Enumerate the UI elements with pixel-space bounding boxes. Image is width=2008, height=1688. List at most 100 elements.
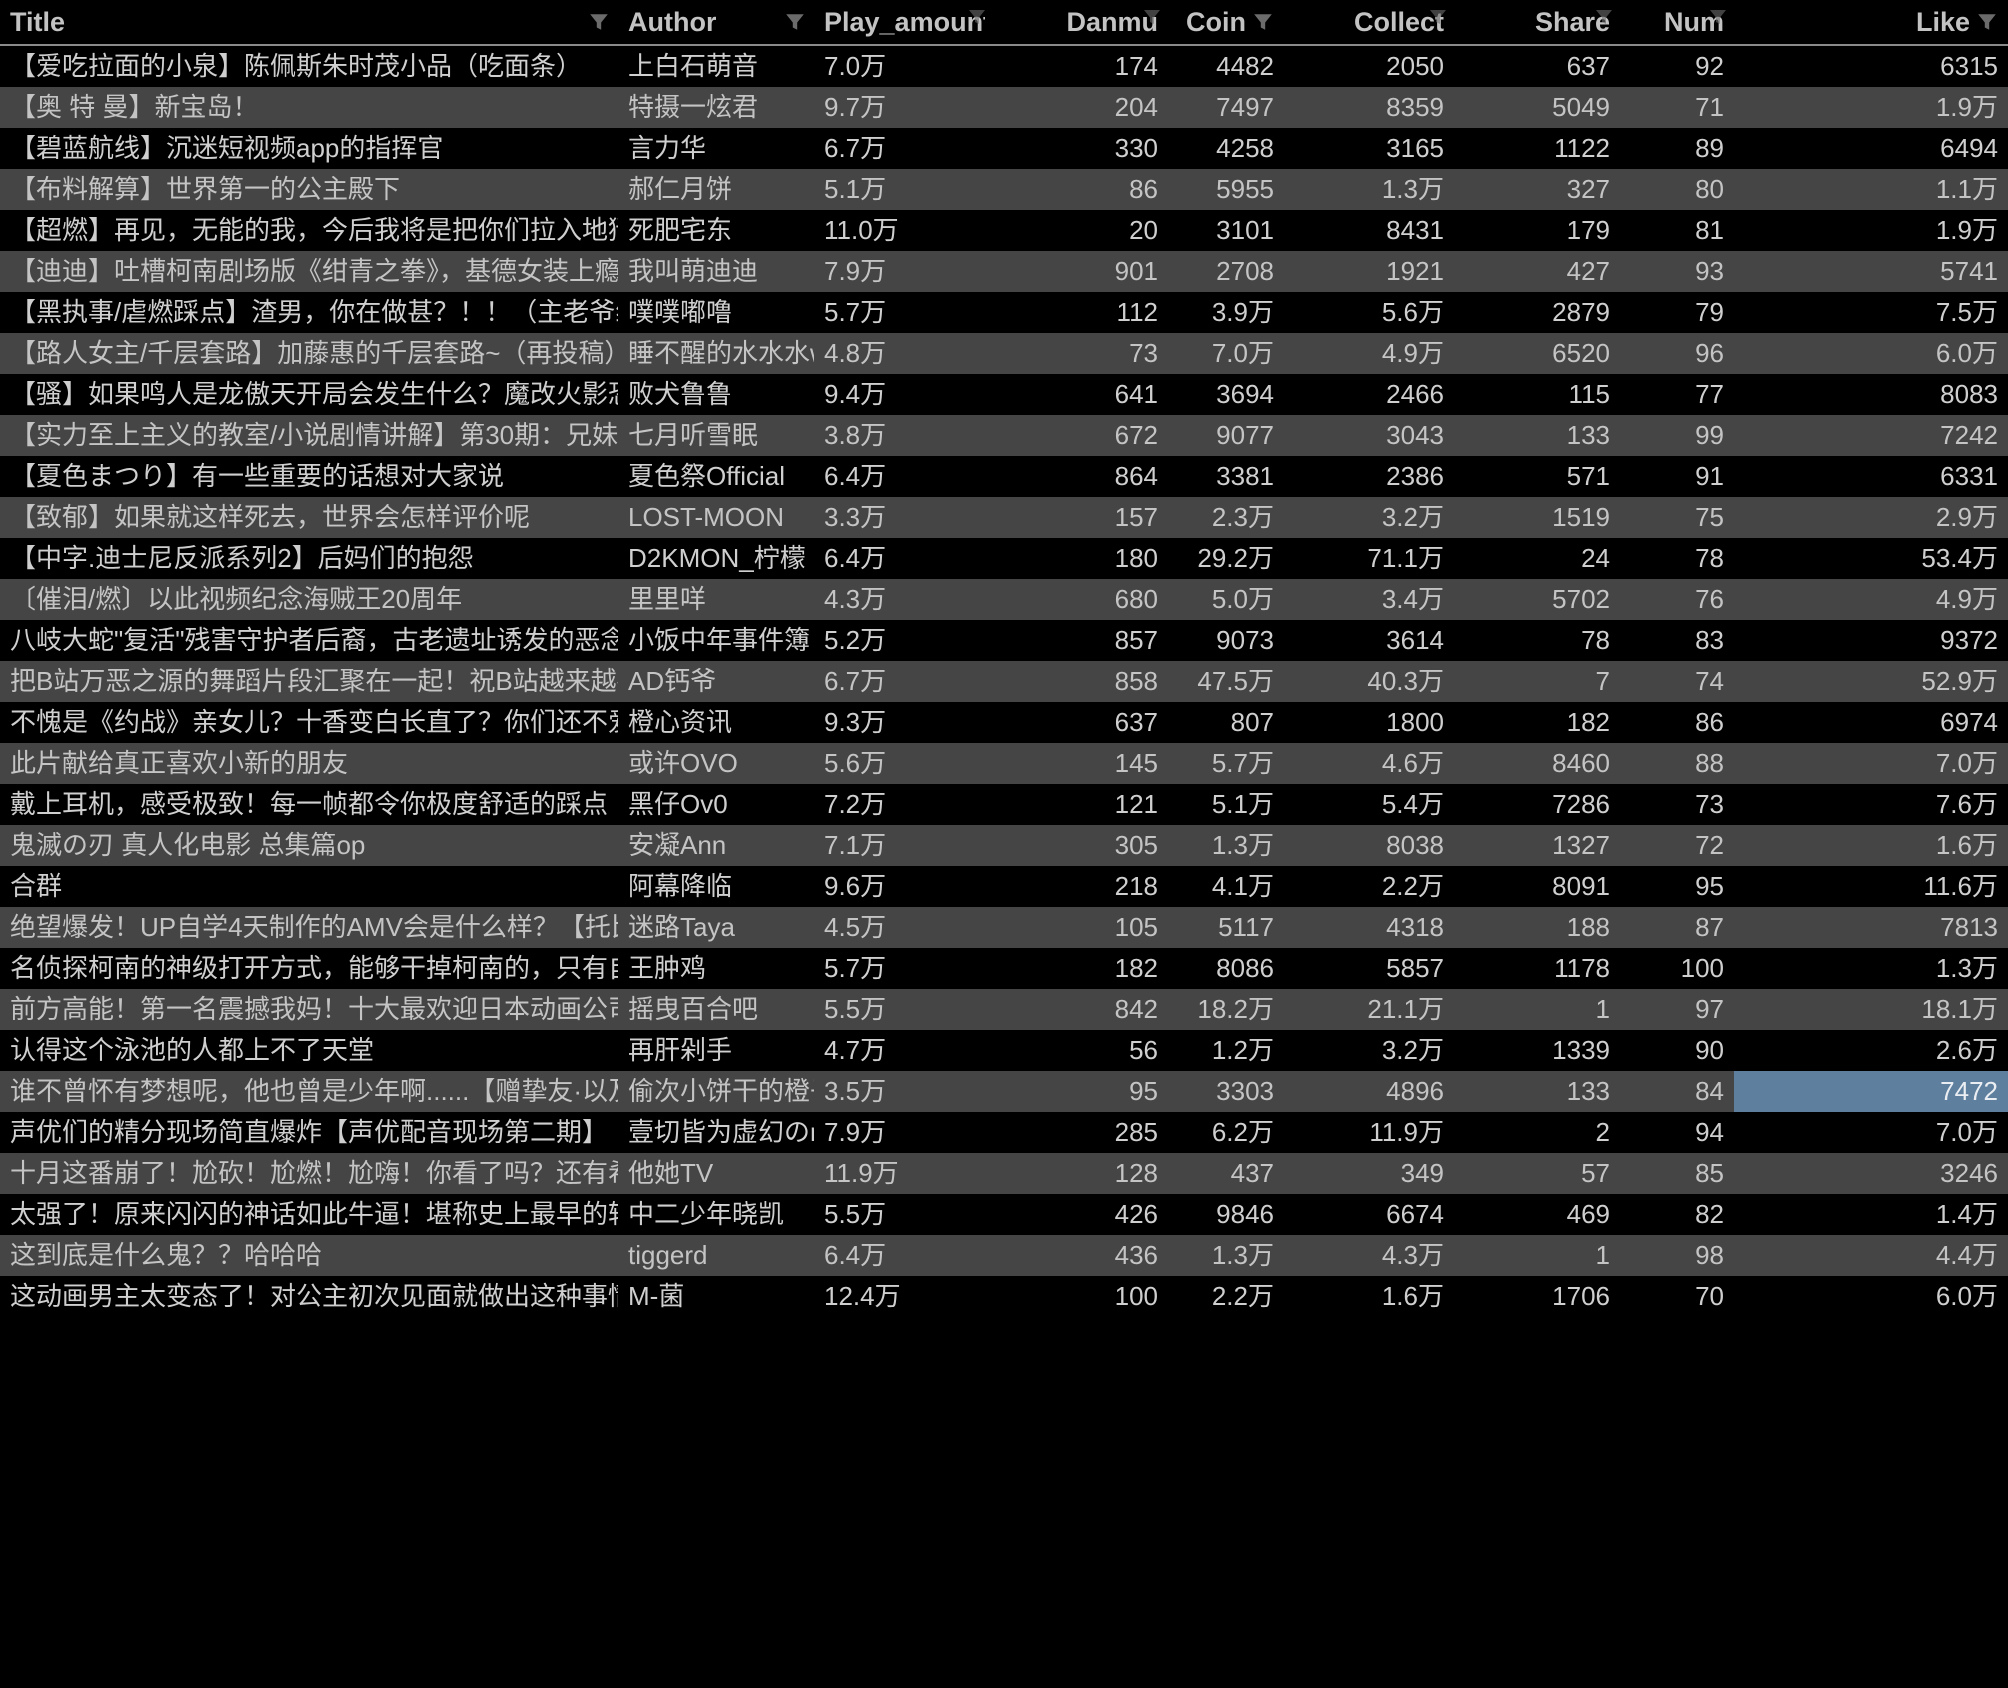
cell-title[interactable]: 绝望爆发！UP自学4天制作的AMV会是什么样？【托比］ — [0, 907, 618, 948]
cell-share[interactable]: 469 — [1454, 1194, 1620, 1235]
cell-like[interactable]: 4.4万 — [1734, 1235, 2008, 1276]
cell-num[interactable]: 93 — [1620, 251, 1734, 292]
cell-share[interactable]: 182 — [1454, 702, 1620, 743]
cell-num[interactable]: 83 — [1620, 620, 1734, 661]
cell-danmu[interactable]: 128 — [993, 1153, 1168, 1194]
cell-coin[interactable]: 8086 — [1168, 948, 1284, 989]
cell-num[interactable]: 100 — [1620, 948, 1734, 989]
cell-like[interactable]: 7.6万 — [1734, 784, 2008, 825]
table-row[interactable]: 名侦探柯南的神级打开方式，能够干掉柯南的，只有自己 王肿鸡 5.7万 182 8086 5… — [0, 948, 2008, 989]
cell-danmu[interactable]: 842 — [993, 989, 1168, 1030]
cell-share[interactable]: 7 — [1454, 661, 1620, 702]
cell-play_amount[interactable]: 7.2万 — [814, 784, 993, 825]
cell-title[interactable]: 【路人女主/千层套路】加藤惠的千层套路~（再投稿） — [0, 333, 618, 374]
cell-like[interactable]: 5741 — [1734, 251, 2008, 292]
filter-icon[interactable] — [588, 11, 610, 33]
cell-author[interactable]: 黑仔Ov0 — [618, 784, 814, 825]
cell-collect[interactable]: 6674 — [1284, 1194, 1454, 1235]
cell-author[interactable]: 中二少年晓凯 — [618, 1194, 814, 1235]
cell-coin[interactable]: 2708 — [1168, 251, 1284, 292]
cell-collect[interactable]: 1.3万 — [1284, 169, 1454, 210]
table-row[interactable]: 【布料解算】世界第一的公主殿下 郝仁月饼 5.1万 86 5955 1.3万 327 80 1.… — [0, 169, 2008, 210]
column-header-collect[interactable]: Collect — [1284, 0, 1454, 46]
cell-title[interactable]: 【黑执事/虐燃踩点】渣男，你在做甚？！！（主老爷组） — [0, 292, 618, 333]
cell-danmu[interactable]: 73 — [993, 333, 1168, 374]
cell-collect[interactable]: 11.9万 — [1284, 1112, 1454, 1153]
cell-collect[interactable]: 4.3万 — [1284, 1235, 1454, 1276]
cell-play_amount[interactable]: 11.0万 — [814, 210, 993, 251]
cell-share[interactable]: 2879 — [1454, 292, 1620, 333]
cell-collect[interactable]: 4.6万 — [1284, 743, 1454, 784]
cell-title[interactable]: 【爱吃拉面的小泉】陈佩斯朱时茂小品（吃面条） — [0, 45, 618, 87]
cell-play_amount[interactable]: 3.5万 — [814, 1071, 993, 1112]
cell-author[interactable]: 橙心资讯 — [618, 702, 814, 743]
cell-num[interactable]: 92 — [1620, 45, 1734, 87]
cell-coin[interactable]: 1.2万 — [1168, 1030, 1284, 1071]
cell-play_amount[interactable]: 5.1万 — [814, 169, 993, 210]
column-header-title[interactable]: Title — [0, 0, 618, 46]
cell-danmu[interactable]: 857 — [993, 620, 1168, 661]
cell-author[interactable]: 七月听雪眠 — [618, 415, 814, 456]
cell-title[interactable]: 认得这个泳池的人都上不了天堂 — [0, 1030, 618, 1071]
cell-author[interactable]: 言力华 — [618, 128, 814, 169]
cell-share[interactable]: 1339 — [1454, 1030, 1620, 1071]
cell-danmu[interactable]: 180 — [993, 538, 1168, 579]
cell-coin[interactable]: 2.3万 — [1168, 497, 1284, 538]
cell-share[interactable]: 1122 — [1454, 128, 1620, 169]
cell-collect[interactable]: 71.1万 — [1284, 538, 1454, 579]
cell-author[interactable]: 睡不醒的水水水w — [618, 333, 814, 374]
cell-author[interactable]: D2KMON_柠檬 — [618, 538, 814, 579]
table-row[interactable]: 太强了！原来闪闪的神话如此牛逼！堪称史上最早的轻小 中二少年晓凯 5.5万 426 98… — [0, 1194, 2008, 1235]
cell-num[interactable]: 81 — [1620, 210, 1734, 251]
cell-title[interactable]: 戴上耳机，感受极致！每一帧都令你极度舒适的踩点 — [0, 784, 618, 825]
cell-coin[interactable]: 3101 — [1168, 210, 1284, 251]
cell-like[interactable]: 11.6万 — [1734, 866, 2008, 907]
table-row[interactable]: 这到底是什么鬼？？哈哈哈 tiggerd 6.4万 436 1.3万 4.3万 1 98 4.4… — [0, 1235, 2008, 1276]
cell-like[interactable]: 18.1万 — [1734, 989, 2008, 1030]
table-row[interactable]: 把B站万恶之源的舞蹈片段汇聚在一起！祝B站越来越社会 AD钙爷 6.7万 858 47.… — [0, 661, 2008, 702]
cell-num[interactable]: 72 — [1620, 825, 1734, 866]
cell-coin[interactable]: 3381 — [1168, 456, 1284, 497]
cell-like[interactable]: 8083 — [1734, 374, 2008, 415]
cell-play_amount[interactable]: 5.5万 — [814, 1194, 993, 1235]
cell-coin[interactable]: 437 — [1168, 1153, 1284, 1194]
cell-like[interactable]: 53.4万 — [1734, 538, 2008, 579]
cell-author[interactable]: 迷路Taya — [618, 907, 814, 948]
cell-author[interactable]: M-菌 — [618, 1276, 814, 1317]
cell-title[interactable]: 鬼滅の刃 真人化电影 总集篇op — [0, 825, 618, 866]
cell-like[interactable]: 6.0万 — [1734, 333, 2008, 374]
cell-title[interactable]: 十月这番崩了！尬砍！尬燃！尬嗨！你看了吗？还有希望 — [0, 1153, 618, 1194]
cell-danmu[interactable]: 86 — [993, 169, 1168, 210]
cell-like[interactable]: 7813 — [1734, 907, 2008, 948]
filter-icon[interactable] — [1252, 11, 1274, 33]
cell-danmu[interactable]: 100 — [993, 1276, 1168, 1317]
cell-coin[interactable]: 3303 — [1168, 1071, 1284, 1112]
cell-danmu[interactable]: 105 — [993, 907, 1168, 948]
cell-danmu[interactable]: 285 — [993, 1112, 1168, 1153]
cell-coin[interactable]: 9073 — [1168, 620, 1284, 661]
table-row[interactable]: 【路人女主/千层套路】加藤惠的千层套路~（再投稿） 睡不醒的水水水w 4.8万 73 7… — [0, 333, 2008, 374]
cell-num[interactable]: 95 — [1620, 866, 1734, 907]
cell-title[interactable]: 【实力至上主义的教室/小说剧情讲解】第30期：兄妹 — [0, 415, 618, 456]
cell-play_amount[interactable]: 5.5万 — [814, 989, 993, 1030]
cell-danmu[interactable]: 157 — [993, 497, 1168, 538]
cell-collect[interactable]: 2.2万 — [1284, 866, 1454, 907]
cell-like[interactable]: 6494 — [1734, 128, 2008, 169]
cell-title[interactable]: 八岐大蛇"复活"残害守护者后裔，古老遗址诱发的恶念， — [0, 620, 618, 661]
cell-like[interactable]: 7.0万 — [1734, 743, 2008, 784]
cell-share[interactable]: 1178 — [1454, 948, 1620, 989]
cell-collect[interactable]: 3.2万 — [1284, 1030, 1454, 1071]
cell-play_amount[interactable]: 9.6万 — [814, 866, 993, 907]
cell-author[interactable]: 我叫萌迪迪 — [618, 251, 814, 292]
cell-title[interactable]: 【碧蓝航线】沉迷短视频app的指挥官 — [0, 128, 618, 169]
cell-title[interactable]: 【致郁】如果就这样死去，世界会怎样评价呢 — [0, 497, 618, 538]
cell-share[interactable]: 24 — [1454, 538, 1620, 579]
cell-collect[interactable]: 5.4万 — [1284, 784, 1454, 825]
table-row[interactable]: 声优们的精分现场简直爆炸【声优配音现场第二期】 壹切皆为虚幻のn 7.9万 285 6.… — [0, 1112, 2008, 1153]
cell-play_amount[interactable]: 9.4万 — [814, 374, 993, 415]
cell-danmu[interactable]: 901 — [993, 251, 1168, 292]
cell-num[interactable]: 74 — [1620, 661, 1734, 702]
cell-num[interactable]: 71 — [1620, 87, 1734, 128]
cell-share[interactable]: 57 — [1454, 1153, 1620, 1194]
cell-like[interactable]: 4.9万 — [1734, 579, 2008, 620]
